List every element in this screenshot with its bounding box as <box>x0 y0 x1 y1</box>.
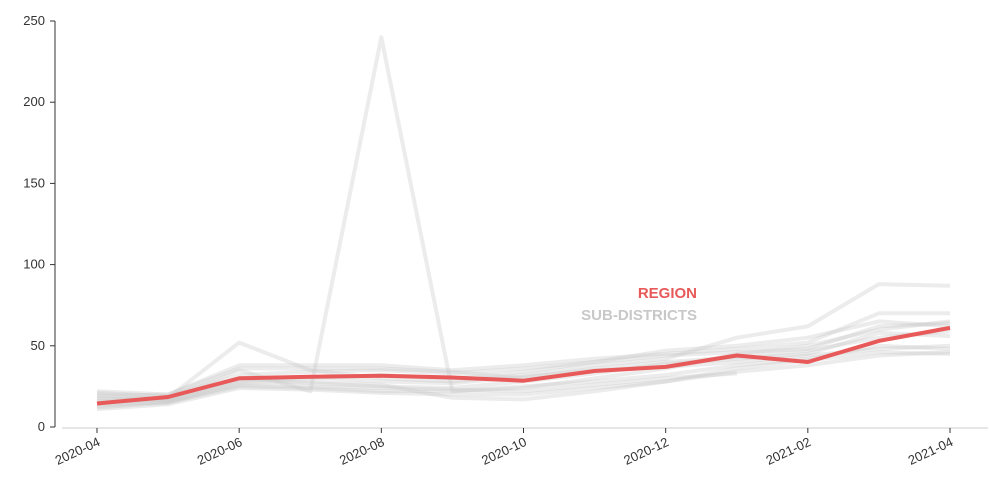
x-tick-label: 2020-12 <box>621 434 671 468</box>
x-tick-label: 2020-10 <box>479 434 529 468</box>
x-tick-label: 2021-04 <box>906 434 956 468</box>
y-tick-label: 0 <box>38 419 45 434</box>
sub-district-line <box>96 329 951 399</box>
sub-district-line <box>96 321 951 403</box>
sub-district-line <box>96 282 951 403</box>
y-tick-label: 150 <box>23 175 45 190</box>
y-tick-label: 250 <box>23 13 45 28</box>
x-tick-label: 2020-06 <box>195 434 245 468</box>
sub-district-line <box>96 371 737 408</box>
x-tick-label: 2020-04 <box>53 434 103 468</box>
sub-district-line <box>96 35 951 402</box>
sub-district-line <box>96 350 951 412</box>
plot: 0 50 100 150 200 250 2020-04 2020-06 2020-08 2020… <box>23 13 988 468</box>
sub-district-line <box>96 311 950 397</box>
y-tick-label: 50 <box>31 338 45 353</box>
y-tick-label: 200 <box>23 94 45 109</box>
x-tick-label: 2020-08 <box>337 434 387 468</box>
legend-region: REGION <box>638 285 697 302</box>
x-tick-label: 2021-02 <box>764 434 814 468</box>
y-tick-label: 100 <box>23 257 45 272</box>
region-line <box>96 325 951 406</box>
sub-district-line <box>96 343 951 410</box>
legend-sub-districts: SUB-DISTRICTS <box>581 307 697 324</box>
sub-district-line <box>96 319 951 399</box>
